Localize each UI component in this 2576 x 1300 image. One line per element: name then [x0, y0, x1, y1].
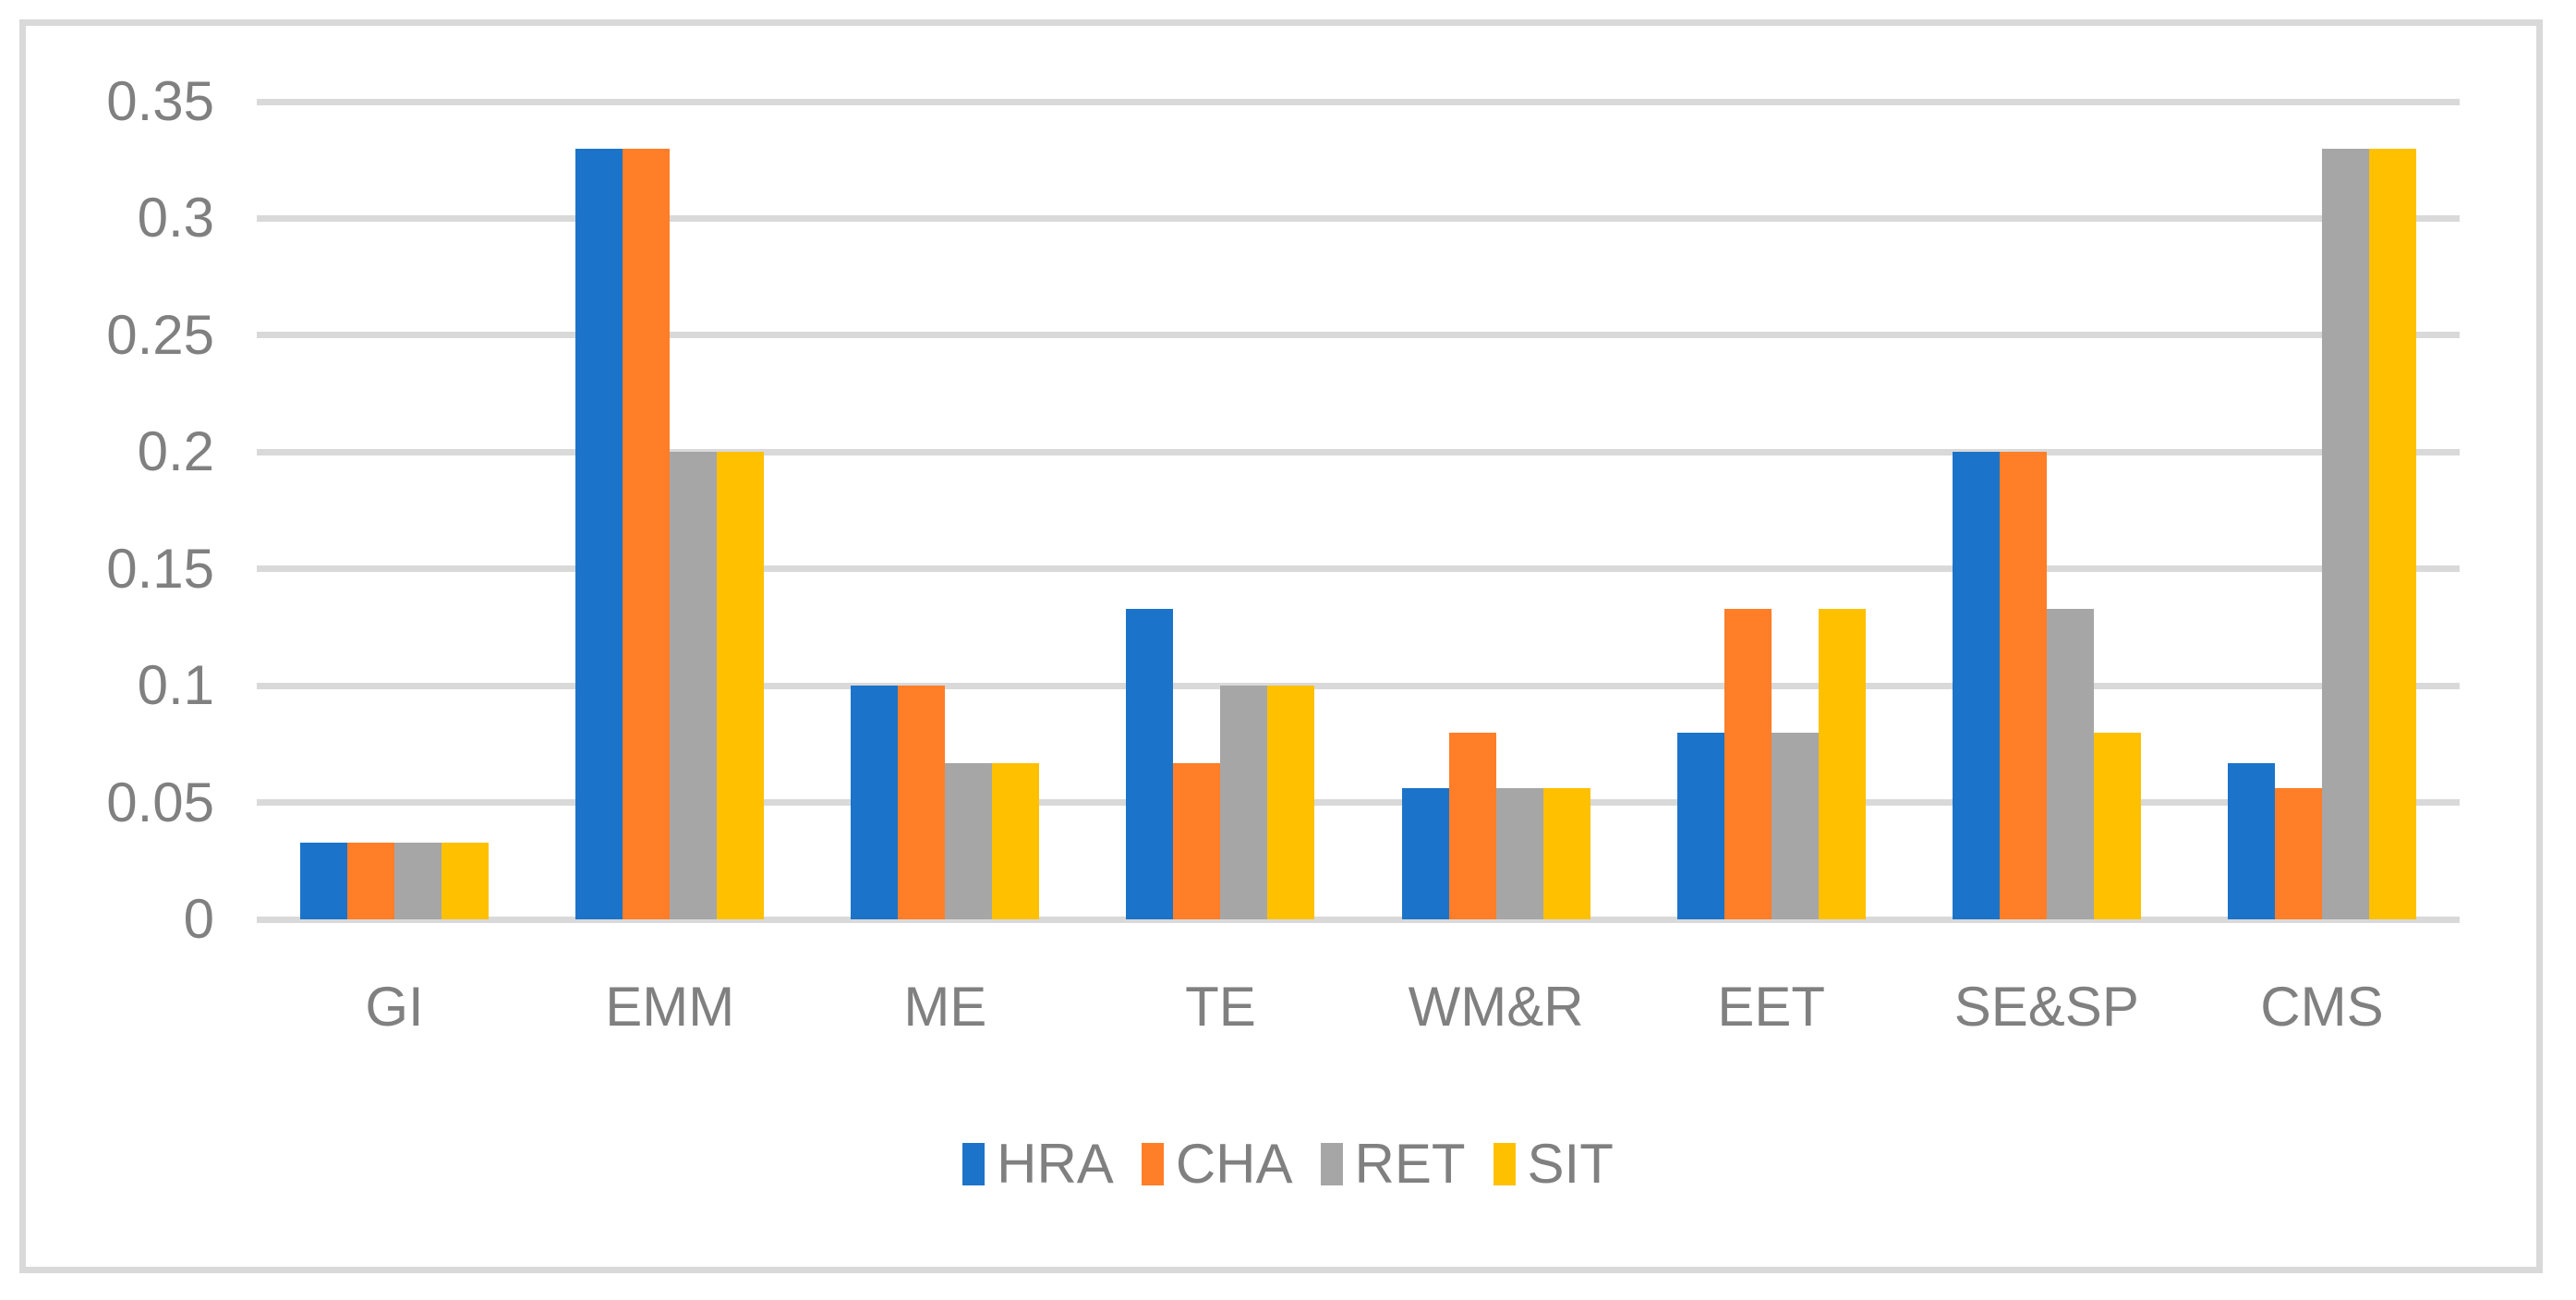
legend: HRA CHA RET SIT: [0, 1132, 2576, 1197]
legend-entry-hra: HRA: [962, 1132, 1114, 1197]
legend-entry-sit: SIT: [1493, 1132, 1614, 1197]
legend-swatch-hra: [962, 1143, 986, 1185]
legend-label: RET: [1354, 1133, 1466, 1195]
legend-label: SIT: [1527, 1133, 1614, 1195]
legend-entry-ret: RET: [1320, 1132, 1466, 1197]
legend-label: CHA: [1175, 1133, 1293, 1195]
legend-label: HRA: [997, 1133, 1114, 1195]
chart-border-frame: [19, 19, 2543, 1273]
legend-swatch-ret: [1320, 1143, 1343, 1185]
legend-swatch-sit: [1493, 1143, 1516, 1185]
legend-swatch-cha: [1141, 1143, 1164, 1185]
legend-entry-cha: CHA: [1141, 1132, 1293, 1197]
